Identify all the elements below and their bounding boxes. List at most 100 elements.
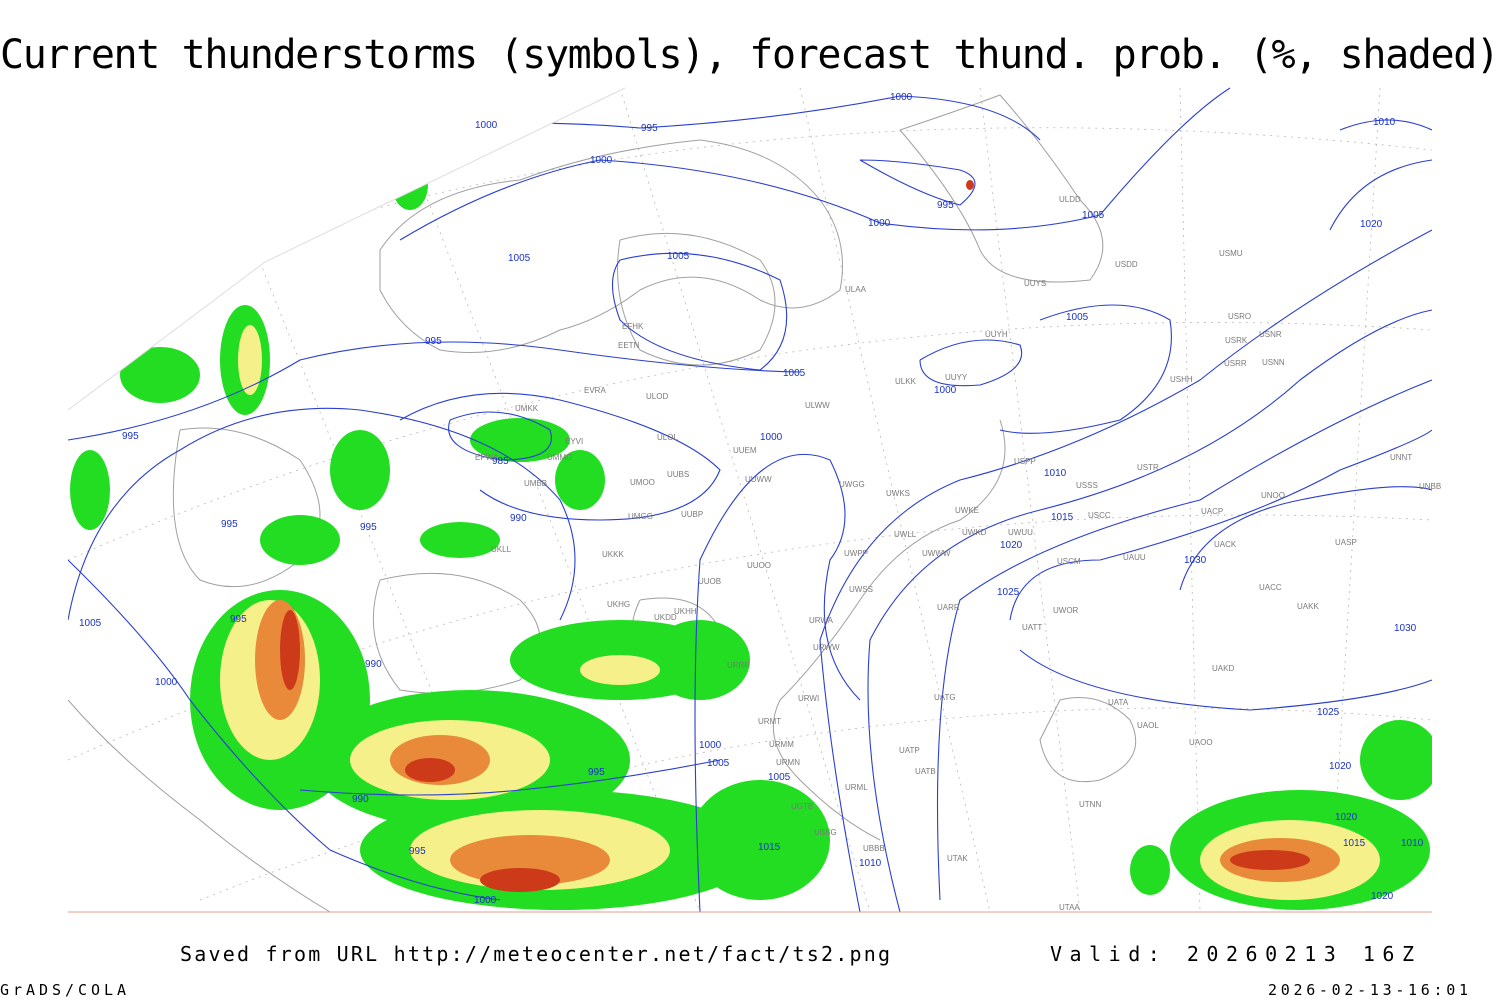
map-mask-right (1432, 88, 1500, 918)
isobar-label: 1020 (1000, 540, 1023, 551)
isobar-label: 1000 (699, 740, 722, 751)
station-code: ULDD (1059, 195, 1081, 204)
station-code: UAOL (1137, 721, 1159, 730)
isobar-label: 1015 (758, 842, 781, 853)
station-code: UAUU (1123, 553, 1146, 562)
map-mask-bottom (0, 912, 1500, 932)
station-code: USRR (1224, 359, 1247, 368)
map-title: Current thunderstorms (symbols), forecas… (0, 32, 1500, 78)
station-code: URMT (758, 717, 781, 726)
isobar-label: 995 (425, 336, 442, 347)
station-code: UTNN (1079, 800, 1101, 809)
station-code: UACK (1214, 540, 1237, 549)
station-code: URRR (727, 661, 750, 670)
map-mask (0, 88, 625, 912)
station-code: EYVI (565, 437, 583, 446)
map-boundary (67, 87, 626, 411)
station-code: UNNT (1390, 453, 1412, 462)
isobar-label: 995 (360, 522, 377, 533)
isobar-label: 1000 (155, 677, 178, 688)
station-code: ULOL (657, 433, 678, 442)
isobar-label: 1005 (508, 253, 531, 264)
station-code: UUYS (1024, 279, 1046, 288)
station-code: UWGG (839, 480, 865, 489)
isobar-label: 1030 (1184, 555, 1207, 566)
station-code: UUOB (698, 577, 721, 586)
isobar-label: 995 (230, 614, 247, 625)
isobar-label: 995 (588, 767, 605, 778)
isobar-label: 1020 (1329, 761, 1352, 772)
isobar-label: 985 (492, 456, 509, 467)
station-code: URML (845, 783, 868, 792)
station-code: USPP (1014, 457, 1036, 466)
isobar-label: 1000 (590, 155, 613, 166)
station-code: UMMG (547, 453, 572, 462)
station-code: UWKS (886, 489, 910, 498)
station-code: USCM (1057, 557, 1081, 566)
station-code: EETN (618, 341, 640, 350)
isobar-label: 1005 (707, 758, 730, 769)
station-code: UTAK (947, 854, 968, 863)
station-code: UUYY (945, 373, 968, 382)
isobars (67, 87, 1433, 913)
isobar-label: 1000 (474, 895, 497, 906)
station-code: UNOO (1261, 491, 1285, 500)
isobar-label: 995 (641, 123, 658, 134)
isobar-label: 1005 (783, 368, 806, 379)
station-code: URWA (809, 616, 834, 625)
station-code: UATA (1108, 698, 1129, 707)
isobar-label: 1010 (1044, 468, 1067, 479)
station-code: UARR (937, 603, 960, 612)
station-code: UMOO (630, 478, 655, 487)
isobar-label: 990 (365, 659, 382, 670)
station-code: UNBB (1419, 482, 1441, 491)
station-code: UATB (915, 767, 936, 776)
station-code: EFHK (622, 322, 644, 331)
station-code: UWKE (955, 506, 979, 515)
station-code: UAKD (1212, 664, 1234, 673)
station-code: UBBB (863, 844, 885, 853)
isobar-label: 1020 (1335, 812, 1358, 823)
station-code: UATT (1022, 623, 1042, 632)
station-code: UKLL (491, 545, 512, 554)
station-code: UUYH (985, 330, 1008, 339)
station-code: UUBS (667, 470, 689, 479)
station-code: UKHG (607, 600, 630, 609)
station-code: UWKD (962, 528, 987, 537)
station-code: UUBP (681, 510, 703, 519)
station-code: UUEM (733, 446, 757, 455)
isobar-label: 995 (122, 431, 139, 442)
station-code: UUOO (747, 561, 771, 570)
station-code: USHH (1170, 375, 1193, 384)
station-code: USSS (1076, 481, 1098, 490)
isobar-label: 1015 (1343, 838, 1366, 849)
station-code: USMU (1219, 249, 1243, 258)
station-code: UBBG (814, 828, 837, 837)
station-code: UMGG (628, 512, 653, 521)
station-code: UMBB (524, 479, 547, 488)
station-code: URMM (769, 740, 794, 749)
station-code: USDD (1115, 260, 1138, 269)
station-code: UWPP (844, 549, 868, 558)
station-code: ULAA (845, 285, 867, 294)
station-code: USTR (1137, 463, 1159, 472)
isobar-label: 1010 (859, 858, 882, 869)
station-code: URMN (776, 758, 800, 767)
map-labels: 1000 995 1000 1000 995 1000 1005 1010 1020 1005 10… (79, 92, 1441, 912)
valid-time: Valid: 20260213 16Z (1050, 942, 1414, 966)
station-code: ULWW (805, 401, 830, 410)
station-code: UATP (899, 746, 920, 755)
isobar-label: 1005 (79, 618, 102, 629)
isobar-label: 1025 (1317, 707, 1340, 718)
station-code: UMKK (515, 404, 539, 413)
station-code: URWI (798, 694, 819, 703)
map-area: 1000 995 1000 1000 995 1000 1005 1010 1020 1005 10… (0, 87, 1500, 932)
station-code: EVRA (584, 386, 606, 395)
station-code: USRO (1228, 312, 1251, 321)
station-code: USNR (1259, 330, 1282, 339)
station-code: UACC (1259, 583, 1282, 592)
isobar-label: 1015 (1051, 512, 1074, 523)
station-code: UWSS (849, 585, 873, 594)
station-code: UTAA (1059, 903, 1080, 912)
isobar-label: 1000 (760, 432, 783, 443)
